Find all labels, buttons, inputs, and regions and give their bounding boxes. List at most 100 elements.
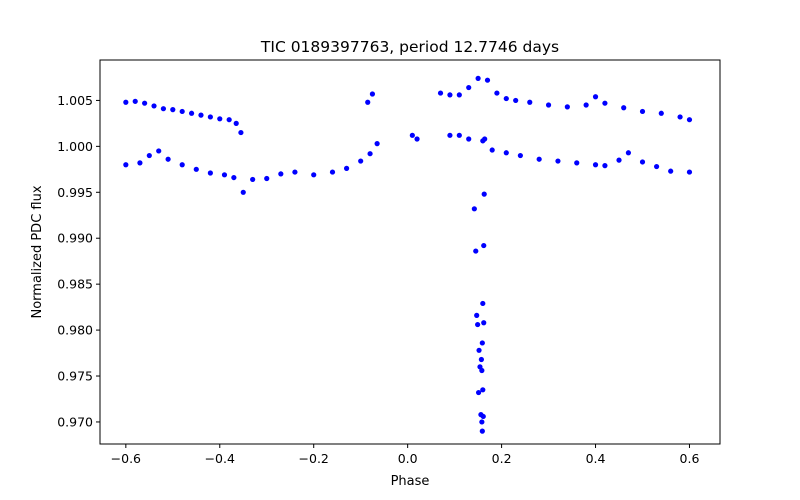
y-tick-label: 0.995 (57, 185, 93, 200)
y-tick-label: 0.990 (57, 231, 93, 246)
data-point (170, 107, 176, 113)
y-tick-label: 0.975 (57, 369, 93, 384)
data-point (358, 158, 364, 164)
x-tick-label: −0.4 (205, 451, 235, 466)
data-point (179, 162, 185, 168)
data-point (221, 172, 228, 178)
data-point (414, 136, 420, 142)
data-point (179, 108, 185, 115)
data-point (240, 189, 246, 195)
data-point (653, 163, 660, 170)
data-point (207, 170, 213, 176)
data-point (481, 242, 487, 249)
data-point (479, 367, 485, 374)
data-point (238, 129, 244, 136)
data-point (207, 114, 213, 120)
x-tick-label: 0.4 (586, 451, 606, 466)
y-axis-label: Normalized PDC flux (30, 185, 45, 318)
data-point (482, 136, 488, 142)
data-point (188, 110, 195, 116)
data-point (545, 102, 552, 108)
data-point (536, 156, 542, 162)
data-point (475, 75, 481, 81)
x-tick-label: 0.6 (680, 451, 700, 466)
data-point (602, 163, 608, 169)
data-point (686, 117, 693, 123)
data-point (367, 151, 373, 157)
x-axis-label: Phase (391, 474, 430, 489)
data-point (478, 356, 484, 363)
y-tick-label: 1.000 (57, 139, 93, 154)
data-point (484, 77, 491, 83)
data-point (264, 175, 270, 182)
data-point (123, 162, 129, 168)
x-axis: −0.6 −0.4 −0.2 0.0 0.2 0.4 0.6 (111, 444, 700, 466)
data-point (369, 91, 376, 97)
x-tick-label: 0.0 (398, 451, 418, 466)
data-point (639, 108, 646, 115)
x-tick-label: 0.2 (492, 451, 512, 466)
data-point (475, 321, 481, 328)
data-point (343, 165, 350, 171)
data-point (639, 159, 646, 165)
x-tick-label: −0.6 (111, 451, 141, 466)
data-point (668, 168, 674, 174)
data-point (447, 92, 453, 98)
data-point (233, 120, 239, 126)
data-point (686, 169, 693, 175)
data-point (479, 419, 485, 425)
data-point (466, 136, 472, 142)
data-point (278, 171, 284, 177)
data-point (474, 312, 480, 318)
data-point (193, 166, 199, 172)
data-point (217, 116, 223, 122)
data-point (365, 99, 371, 105)
x-tick-label: −0.2 (299, 451, 329, 466)
data-points (123, 75, 693, 434)
data-point (479, 428, 485, 434)
data-point (489, 147, 495, 153)
data-point (473, 248, 479, 254)
data-point (250, 176, 256, 183)
data-point (165, 156, 171, 162)
data-point (616, 157, 622, 163)
data-point (602, 100, 608, 106)
data-point (527, 99, 533, 105)
data-point (142, 100, 148, 106)
data-point (292, 169, 298, 175)
data-point (471, 206, 477, 212)
chart-title: TIC 0189397763, period 12.7746 days (260, 38, 559, 56)
data-point (476, 347, 482, 353)
data-point (592, 162, 599, 168)
data-point (503, 150, 509, 156)
data-point (198, 112, 204, 118)
plot-frame (99, 59, 721, 445)
data-point (475, 389, 482, 396)
data-point (555, 158, 561, 164)
data-point (479, 340, 485, 346)
data-point (137, 160, 143, 166)
data-point (447, 132, 453, 138)
y-tick-label: 0.980 (57, 323, 93, 338)
y-axis: 0.970 0.975 0.980 0.985 0.990 0.995 1.000 1.005 (57, 93, 100, 429)
data-point (160, 106, 167, 112)
data-point (517, 152, 523, 159)
data-point (311, 172, 317, 178)
data-point (481, 320, 487, 326)
data-point (151, 103, 157, 109)
data-point (466, 84, 472, 91)
data-point (564, 104, 570, 110)
data-point (480, 300, 486, 307)
data-point (409, 132, 415, 138)
data-point (658, 110, 664, 116)
data-point (437, 90, 444, 96)
y-tick-label: 0.985 (57, 277, 93, 292)
data-point (123, 99, 129, 105)
data-point (481, 191, 487, 197)
data-point (592, 94, 599, 100)
data-point (456, 92, 462, 98)
data-point (494, 90, 500, 96)
data-point (583, 102, 589, 108)
